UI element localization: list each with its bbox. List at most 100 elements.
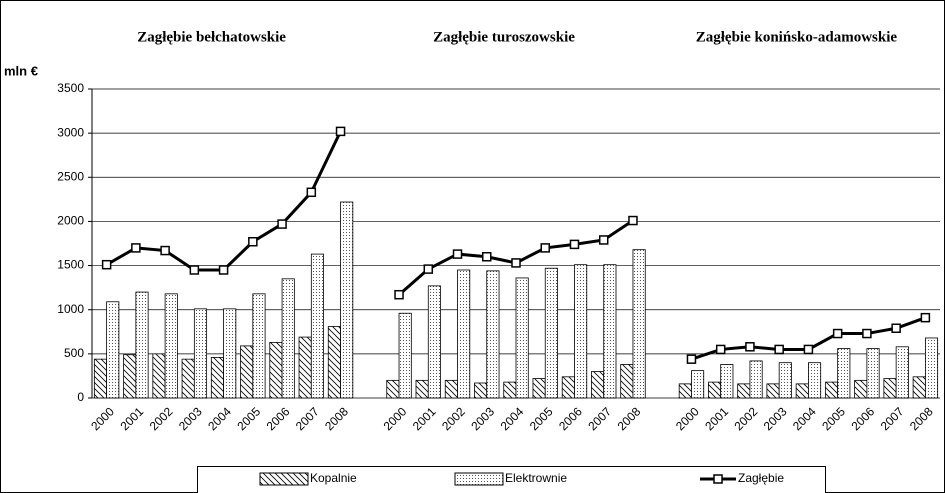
- legend-label: Zagłębie: [738, 471, 784, 485]
- bar: [632, 249, 646, 399]
- x-tick-label: 2007: [878, 404, 907, 433]
- marker: [189, 265, 200, 275]
- bar: [912, 376, 926, 399]
- bar: [795, 383, 809, 399]
- bar: [269, 341, 283, 399]
- bar: [503, 381, 517, 399]
- bar: [708, 381, 722, 399]
- bar: [193, 308, 208, 399]
- bar: [444, 379, 458, 399]
- legend-label: Elektrownie: [505, 471, 567, 485]
- x-tick-label: 2007: [293, 404, 322, 433]
- group-title: Zagłębie bełchatowskie: [137, 29, 286, 45]
- x-tick-label: 2002: [147, 404, 176, 433]
- x-tick-label: 2008: [907, 404, 936, 433]
- x-tick-label: 2008: [322, 404, 351, 433]
- bar: [223, 308, 237, 399]
- bar: [895, 346, 909, 399]
- bar: [386, 379, 400, 399]
- legend-swatch: [259, 472, 309, 486]
- bar: [310, 253, 324, 399]
- y-tick-label: 1500: [57, 258, 84, 272]
- x-tick-label: 2002: [439, 404, 468, 433]
- bar: [457, 269, 471, 399]
- x-tick-label: 2007: [585, 404, 614, 433]
- marker: [218, 265, 229, 275]
- bar: [749, 360, 763, 399]
- bar: [93, 358, 108, 399]
- marker: [394, 289, 404, 300]
- line: [105, 130, 342, 272]
- marker: [423, 264, 434, 274]
- marker: [686, 354, 697, 364]
- bar: [106, 301, 120, 399]
- x-tick-label: 2003: [761, 404, 790, 433]
- bar: [135, 291, 149, 399]
- marker: [774, 344, 784, 355]
- bar: [591, 371, 605, 399]
- bar: [837, 348, 851, 399]
- marker: [511, 258, 521, 268]
- y-tick-label: 0: [77, 390, 84, 404]
- y-tick-label: 1000: [57, 302, 84, 316]
- bar: [574, 264, 588, 399]
- bar: [427, 285, 441, 399]
- bar: [327, 326, 341, 399]
- bar: [123, 354, 137, 399]
- bar: [808, 362, 822, 399]
- marker: [131, 243, 141, 253]
- y-tick-label: 2000: [57, 214, 84, 228]
- x-tick-label: 2001: [702, 404, 731, 433]
- bar: [486, 270, 500, 399]
- x-tick-label: 2006: [556, 404, 585, 433]
- x-tick-label: 2001: [117, 404, 146, 433]
- x-tick-label: 2006: [848, 404, 877, 433]
- bar: [866, 348, 880, 399]
- x-tick-label: 2004: [498, 404, 527, 433]
- bar: [252, 293, 266, 399]
- marker: [832, 328, 843, 339]
- bar: [515, 277, 529, 399]
- x-tick-label: 2000: [88, 404, 117, 433]
- bar: [854, 379, 868, 399]
- bar: [210, 356, 224, 399]
- bar: [766, 383, 780, 399]
- x-tick-label: 2008: [615, 404, 644, 433]
- bar: [924, 337, 939, 399]
- marker: [598, 235, 609, 245]
- marker: [335, 126, 346, 137]
- marker: [628, 215, 638, 226]
- marker: [745, 342, 755, 352]
- x-tick-label: 2000: [381, 404, 410, 433]
- legend-label: Kopalnie: [310, 471, 357, 485]
- marker: [920, 312, 931, 323]
- bar: [532, 378, 546, 399]
- bar: [824, 381, 839, 399]
- bar: [883, 378, 897, 399]
- y-axis-label: mln €: [4, 63, 38, 78]
- bar: [737, 383, 751, 399]
- bar: [691, 370, 705, 399]
- y-tick-label: 3000: [57, 125, 84, 139]
- marker: [160, 245, 170, 256]
- marker: [452, 249, 463, 259]
- legend-marker: [713, 474, 723, 484]
- y-tick-label: 2500: [57, 169, 84, 183]
- x-tick-label: 2005: [527, 404, 556, 433]
- marker: [101, 259, 112, 270]
- marker: [715, 344, 726, 355]
- group-title: Zagłębie konińsko-adamowskie: [696, 29, 898, 45]
- bar: [678, 383, 692, 399]
- bar: [720, 364, 734, 399]
- x-tick-label: 2006: [264, 404, 293, 433]
- bar: [240, 345, 254, 399]
- bar: [474, 382, 488, 399]
- marker: [540, 243, 550, 253]
- x-tick-label: 2003: [176, 404, 205, 433]
- bar: [164, 293, 178, 399]
- bar: [603, 264, 617, 399]
- bar: [281, 278, 295, 399]
- marker: [306, 187, 317, 198]
